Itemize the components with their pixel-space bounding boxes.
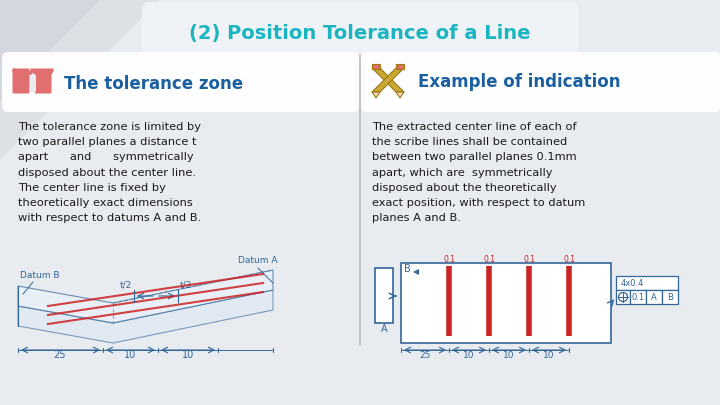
Bar: [616, 276, 678, 290]
Text: B: B: [667, 292, 673, 301]
Text: 10: 10: [544, 351, 554, 360]
Polygon shape: [396, 92, 404, 98]
FancyBboxPatch shape: [361, 52, 720, 112]
FancyBboxPatch shape: [142, 2, 578, 58]
Polygon shape: [0, 0, 160, 160]
Bar: [630, 290, 646, 304]
Text: The tolerance zone is limited by
two parallel planes a distance t
apart      and: The tolerance zone is limited by two par…: [18, 122, 201, 223]
Text: A: A: [651, 292, 657, 301]
Text: B: B: [404, 264, 410, 274]
Text: The extracted center line of each of
the scribe lines shall be contained
between: The extracted center line of each of the…: [372, 122, 585, 223]
Bar: [662, 290, 678, 304]
Text: 10: 10: [182, 350, 194, 360]
Bar: [30, 70, 36, 92]
Text: t/2: t/2: [180, 281, 192, 290]
Text: 0.1: 0.1: [563, 255, 575, 264]
Polygon shape: [372, 92, 380, 98]
Text: Datum B: Datum B: [20, 271, 60, 280]
Text: Example of indication: Example of indication: [418, 73, 621, 91]
Polygon shape: [413, 269, 419, 275]
Text: 25: 25: [419, 351, 431, 360]
Text: 10: 10: [124, 350, 136, 360]
Bar: [616, 290, 630, 304]
Text: 4x0.4: 4x0.4: [621, 279, 644, 288]
Polygon shape: [0, 0, 100, 100]
Bar: [646, 290, 662, 304]
Bar: [375, 268, 393, 323]
Text: A: A: [381, 324, 387, 334]
Text: 0.1: 0.1: [443, 255, 455, 264]
Text: (2) Position Tolerance of a Line: (2) Position Tolerance of a Line: [189, 24, 531, 43]
Bar: [401, 263, 611, 343]
Polygon shape: [372, 68, 404, 92]
Polygon shape: [372, 68, 404, 92]
Text: 0.1: 0.1: [483, 255, 495, 264]
Text: 10: 10: [463, 351, 474, 360]
Polygon shape: [18, 290, 273, 343]
Bar: [372, 64, 380, 69]
Text: The tolerance zone: The tolerance zone: [64, 75, 243, 93]
Text: 10: 10: [503, 351, 515, 360]
Polygon shape: [18, 270, 273, 323]
Text: 25: 25: [54, 350, 66, 360]
FancyBboxPatch shape: [2, 52, 359, 112]
Text: Datum A: Datum A: [238, 256, 277, 265]
Text: 0.1: 0.1: [523, 255, 535, 264]
Bar: [396, 64, 404, 69]
Text: t/2: t/2: [120, 281, 132, 290]
FancyBboxPatch shape: [12, 68, 30, 94]
Text: 0.1: 0.1: [631, 292, 644, 301]
FancyBboxPatch shape: [35, 68, 52, 94]
